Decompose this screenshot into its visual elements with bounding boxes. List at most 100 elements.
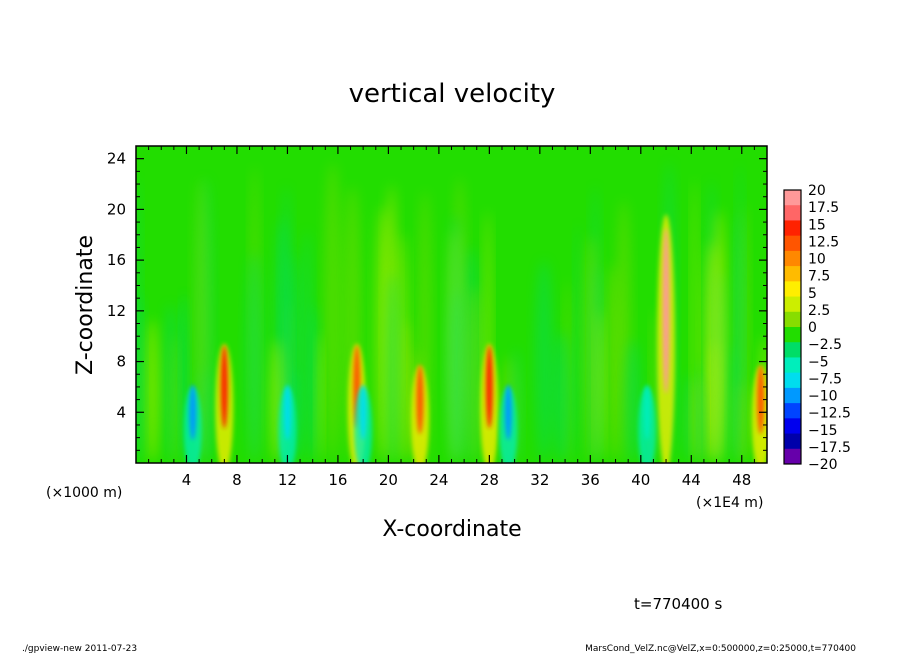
- texture-streak: [583, 235, 600, 463]
- x-tick-label: 32: [530, 471, 549, 489]
- colorbar-swatch: [784, 342, 801, 358]
- texture-streak: [699, 378, 707, 463]
- y-axis-label: Z-coordinate: [73, 235, 98, 375]
- colorbar-label: 20: [808, 183, 826, 199]
- texture-streak: [624, 339, 641, 463]
- colorbar-label: 12.5: [808, 234, 839, 250]
- heatmap-cell: [410, 365, 429, 463]
- colorbar-label: −2.5: [808, 337, 842, 353]
- footer-left: ./gpview-new 2011-07-23: [22, 644, 137, 654]
- colorbar-label: 15: [808, 217, 826, 233]
- x-tick-label: 24: [429, 471, 448, 489]
- colorbar-swatch: [784, 205, 801, 221]
- y-tick-label: 4: [116, 403, 126, 421]
- colorbar-label: 7.5: [808, 269, 830, 285]
- x-tick-label: 44: [682, 471, 701, 489]
- colorbar-label: −7.5: [808, 371, 842, 387]
- texture-streak: [552, 331, 571, 463]
- colorbar-label: 5: [808, 286, 817, 302]
- colorbar-swatch: [784, 418, 801, 435]
- colorbar-label: 0: [808, 320, 817, 336]
- y-tick-label: 24: [107, 150, 126, 168]
- heatmap-cell: [499, 384, 518, 463]
- colorbar-swatch: [784, 448, 801, 465]
- heatmap-cell: [480, 343, 499, 463]
- colorbar-swatch: [784, 190, 801, 206]
- heatmap-cell: [278, 384, 297, 463]
- x-tick-label: 36: [581, 471, 600, 489]
- texture-streak: [136, 292, 145, 463]
- footer-right: MarsCond_VelZ.nc@VelZ,x=0:500000,z=0:250…: [585, 644, 856, 654]
- heatmap-cell: [751, 365, 767, 463]
- texture-streak: [245, 252, 263, 463]
- colorbar-label: −5: [808, 354, 829, 370]
- colorbar-label: −10: [808, 389, 838, 405]
- colorbar-swatch: [784, 281, 801, 298]
- texture-streak: [194, 177, 209, 463]
- colorbar-swatch: [784, 433, 801, 450]
- colorbar-label: 17.5: [808, 200, 839, 216]
- heatmap-cell: [354, 384, 373, 463]
- heatmap-cell: [183, 384, 202, 463]
- texture-streak: [574, 223, 582, 463]
- y-axis: 4 8 12 16 20 24: [107, 150, 767, 451]
- x-tick-label: 40: [631, 471, 650, 489]
- colorbar-swatch: [784, 220, 801, 237]
- y-tick-label: 8: [116, 353, 126, 371]
- colorbar-label: 2.5: [808, 303, 830, 319]
- heatmap-cell: [215, 343, 234, 463]
- heatmap-features: [183, 214, 767, 463]
- colorbar-swatch: [784, 266, 801, 282]
- colorbar-label: −15: [808, 423, 838, 439]
- colorbar-swatch: [784, 311, 801, 328]
- x-tick-label: 28: [480, 471, 499, 489]
- x-axis-label: X-coordinate: [382, 517, 521, 542]
- texture-streak: [728, 343, 737, 463]
- time-annotation: t=770400 s: [634, 595, 722, 613]
- texture-streak: [465, 285, 483, 463]
- x-tick-label: 48: [732, 471, 751, 489]
- texture-streak: [535, 259, 553, 463]
- colorbar-label: −17.5: [808, 440, 851, 456]
- colorbar-label: 10: [808, 252, 826, 268]
- texture-streak: [170, 334, 179, 463]
- texture-streak: [397, 233, 409, 463]
- colorbar-label: −20: [808, 457, 838, 473]
- colorbar-swatch: [784, 327, 801, 343]
- x-tick-label: 8: [232, 471, 242, 489]
- y-tick-label: 20: [107, 200, 126, 218]
- x-tick-label: 20: [379, 471, 398, 489]
- texture-streak: [316, 333, 324, 463]
- texture-streak: [448, 214, 464, 463]
- x-tick-label: 16: [328, 471, 347, 489]
- heatmap-cell: [657, 214, 676, 463]
- chart-title: vertical velocity: [349, 79, 556, 109]
- colorbar-swatch: [784, 296, 801, 313]
- texture-streak: [301, 230, 313, 463]
- y-tick-label: 16: [107, 251, 126, 269]
- plot-area: [136, 146, 767, 463]
- colorbar-frame: [783, 189, 802, 465]
- colorbar-swatch: [784, 357, 801, 374]
- x-tick-label: 4: [182, 471, 192, 489]
- colorbar-swatch: [784, 372, 801, 389]
- x-unit-left: (×1000 m): [46, 485, 122, 501]
- colorbar-swatch: [784, 250, 801, 267]
- x-tick-label: 12: [278, 471, 297, 489]
- texture-streak: [145, 318, 160, 463]
- texture-streak: [736, 164, 744, 463]
- texture-streak: [386, 273, 400, 463]
- colorbar-label: −12.5: [808, 406, 851, 422]
- x-unit-right: (×1E4 m): [696, 495, 763, 511]
- colorbar-swatch: [784, 387, 801, 404]
- texture-streak: [324, 161, 341, 463]
- y-tick-label: 12: [107, 302, 126, 320]
- colorbar-swatch: [784, 403, 801, 419]
- colorbar-swatch: [784, 235, 801, 252]
- texture-streak: [604, 263, 621, 463]
- heatmap-cell: [638, 384, 657, 463]
- x-axis: 4 8 12 16 20 24 28 32 36 40 44 48: [148, 146, 755, 489]
- texture-streak: [710, 209, 728, 463]
